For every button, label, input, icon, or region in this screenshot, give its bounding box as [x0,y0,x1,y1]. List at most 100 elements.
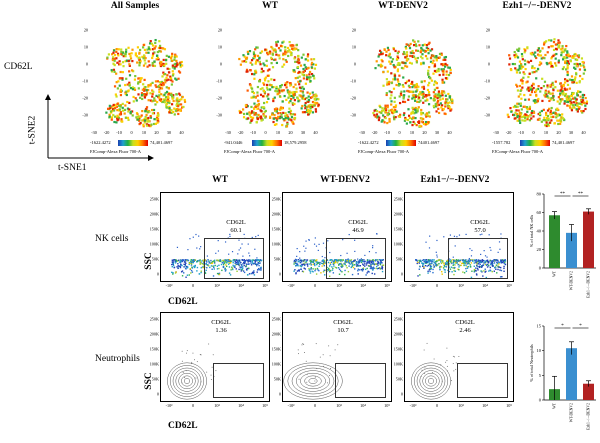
flow-event [191,271,194,273]
flow-outlier [302,343,304,345]
tsne-point [392,87,396,90]
tsne-point [526,80,529,83]
flow-event [204,271,206,274]
flow-event [228,272,231,274]
tsne-point [542,118,545,122]
tsne-point [298,61,301,64]
flow-outlier [452,355,454,357]
tsne-point [272,117,276,120]
tsne-point [421,44,424,47]
tsne-point [290,53,293,56]
flow-event [503,265,505,268]
flow-event [380,259,382,262]
flow-event [310,262,312,264]
flow-event [217,259,220,262]
tsne-point [145,124,149,127]
tsne-point [421,112,424,115]
tsne-point [390,81,393,85]
flow-outlier [329,368,331,370]
tsne-point [256,117,259,120]
tsne-x-tick: -10 [250,130,256,135]
tsne-point [517,49,520,52]
flow-event [323,274,326,276]
flow-event [496,259,498,261]
tsne-point [112,114,115,117]
tsne-point [143,78,146,81]
tsne-point [405,56,408,59]
flow-event [251,260,254,262]
tsne-point [556,100,559,103]
flow-event [321,255,323,258]
tsne-point [572,79,575,82]
tsne-point [301,73,304,76]
flow-event [222,262,224,264]
tsne-point [543,57,546,60]
tsne-point [288,40,291,44]
tsne-point [311,111,314,114]
tsne-point [378,53,381,56]
flow-row-label-neut: Neutrophils [95,354,140,364]
flow-event [458,269,460,271]
flow-event [486,263,488,266]
tsne-point [111,57,115,60]
flow-event [324,257,326,259]
tsne-point [312,58,316,61]
flow-event [228,259,230,261]
flow-event [336,259,338,262]
tsne-point [386,104,389,107]
tsne-point [392,106,395,109]
tsne-point [170,55,174,58]
tsne-point [547,117,550,120]
flow-event [363,261,365,263]
flow-event [360,258,362,260]
tsne-point [272,49,275,52]
tsne-point [292,113,295,116]
tsne-point [526,118,529,121]
tsne-point [171,70,174,73]
tsne-point [292,95,295,98]
tsne-point [388,80,391,84]
tsne-point [444,58,447,61]
tsne-point [441,104,444,107]
flow-event [310,264,312,266]
tsne-point [412,95,415,98]
tsne-point [162,63,165,66]
flow-event [199,259,201,261]
flow-event [309,272,312,274]
flow-event [475,261,478,263]
flow-row-label-nk: NK cells [95,234,129,244]
tsne-point [134,74,137,78]
flow-event [361,270,364,272]
tsne-point [260,70,263,73]
tsne-point [161,80,164,84]
bar-category-label: Ezh1−/−-DENV2 [587,403,591,430]
tsne-points [238,40,320,128]
tsne-point [409,121,412,124]
tsne-point [555,43,559,46]
tsne-point [514,111,517,114]
flow-event [190,272,192,274]
tsne-point [297,49,300,52]
flow-event [223,259,225,262]
tsne-point [117,54,120,57]
flow-event [376,267,379,270]
flow-outlier [337,344,339,346]
tsne-point [256,46,259,49]
flow-event [245,265,248,267]
tsne-point [543,80,547,83]
flow-event [232,260,234,262]
flow-event [181,275,184,277]
tsne-point [408,86,411,89]
flow-event [293,261,295,263]
tsne-point [282,53,285,57]
tsne-point [417,121,421,125]
tsne-point [286,81,289,84]
flow-event [232,268,234,271]
tsne-point [525,81,528,84]
flow-event [364,265,366,267]
flow-event [333,262,335,265]
tsne-point [145,123,148,126]
tsne-point [154,103,157,106]
tsne-point [271,53,274,56]
